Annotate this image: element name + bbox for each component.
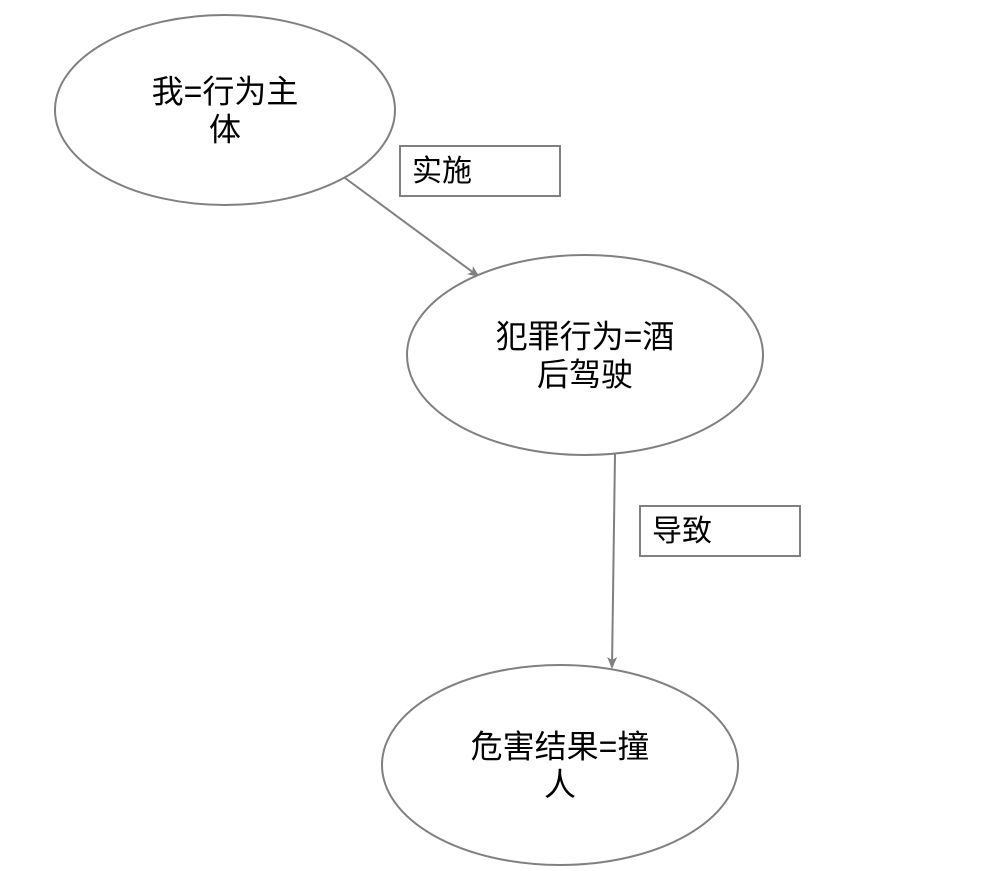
node-criminal-act-ellipse [407,255,763,455]
flowchart-diagram: 实施 导致 我=行为主 体 犯罪行为=酒 后驾驶 危害结果=撞 人 [0,0,990,871]
edge-cause-label: 导致 [652,515,712,548]
edge-cause-line [612,454,615,667]
node-subject-ellipse [55,15,395,205]
node-harm-result-line1: 危害结果=撞 [471,728,650,764]
node-harm-result-ellipse [382,665,738,865]
node-subject-line1: 我=行为主 [152,73,299,109]
node-subject-line2: 体 [209,111,241,147]
node-harm-result-line2: 人 [544,766,576,802]
node-criminal-act-line2: 后驾驶 [537,356,633,392]
node-criminal-act-line1: 犯罪行为=酒 [496,318,675,354]
edge-implement-label: 实施 [412,155,472,188]
